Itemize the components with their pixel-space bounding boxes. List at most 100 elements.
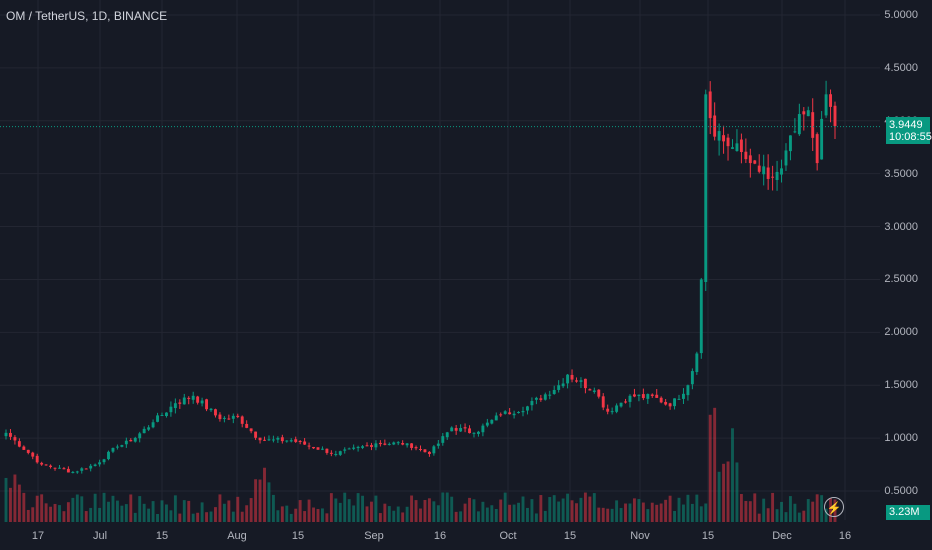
candle-body xyxy=(628,395,632,402)
candle-body xyxy=(641,394,645,399)
volume-bar xyxy=(298,500,302,522)
candle-body xyxy=(147,427,151,430)
candle-body xyxy=(503,411,507,414)
candle-body xyxy=(713,115,717,137)
candle-body xyxy=(441,436,445,443)
candle-body xyxy=(833,105,837,127)
candle-body xyxy=(686,385,690,396)
candle-body xyxy=(107,451,110,460)
volume-bar xyxy=(9,487,12,522)
candle-body xyxy=(419,448,422,450)
volume-bar xyxy=(40,494,44,522)
volume-bar xyxy=(165,504,168,522)
candle-body xyxy=(338,451,342,455)
candle-body xyxy=(597,389,601,397)
candle-body xyxy=(182,397,186,405)
candle-body xyxy=(757,165,761,172)
volume-bar xyxy=(387,506,391,522)
volume-bar xyxy=(543,510,547,522)
candle-body xyxy=(31,452,35,457)
candle-body xyxy=(387,443,391,445)
candle-body xyxy=(566,374,570,384)
candle-body xyxy=(592,390,596,392)
candle-body xyxy=(454,428,458,431)
volume-bar xyxy=(646,509,650,522)
candle-body xyxy=(481,425,485,433)
volume-bar xyxy=(352,505,356,522)
candle-body xyxy=(677,398,681,400)
volume-bar xyxy=(191,513,195,522)
volume-bar xyxy=(187,500,191,522)
volume-bar xyxy=(664,499,668,522)
candle-body xyxy=(325,448,329,453)
volume-bar xyxy=(592,493,596,522)
candle-body xyxy=(312,446,315,449)
volume-bar xyxy=(472,499,476,522)
volume-bar xyxy=(744,500,748,522)
volume-bar xyxy=(784,512,788,522)
candle-body xyxy=(343,449,347,451)
volume-bar xyxy=(521,496,525,522)
candle-body xyxy=(89,465,93,469)
x-tick-label: 17 xyxy=(31,530,45,542)
volume-bar xyxy=(102,492,106,522)
candle-body xyxy=(476,431,480,434)
candle-body xyxy=(115,446,119,448)
volume-bar xyxy=(739,494,743,522)
candle-body xyxy=(294,439,298,442)
candle-body xyxy=(771,176,775,178)
candle-body xyxy=(200,400,204,404)
y-tick-label: 1.0000 xyxy=(884,432,918,445)
volume-bar xyxy=(138,496,142,522)
volume-bar xyxy=(53,503,57,522)
x-tick-label: 15 xyxy=(155,530,169,542)
candle-body xyxy=(526,406,529,411)
volume-bar xyxy=(160,500,164,522)
candle-body xyxy=(258,437,262,441)
candle-body xyxy=(93,464,97,467)
candle-body xyxy=(820,118,824,160)
volume-bar xyxy=(401,512,405,522)
volume-bar xyxy=(561,498,565,522)
volume-bar xyxy=(793,503,797,522)
volume-bar xyxy=(682,504,685,522)
candle-body xyxy=(298,440,302,442)
candle-body xyxy=(606,408,610,412)
volume-bar xyxy=(517,502,521,522)
volume-bar xyxy=(329,493,333,522)
volume-bar xyxy=(263,467,266,522)
candle-body xyxy=(583,378,587,389)
volume-bar xyxy=(713,407,717,522)
y-tick-label: 2.0000 xyxy=(884,326,918,339)
volume-bar xyxy=(775,509,779,522)
volume-bar xyxy=(690,503,694,522)
lightning-bolt-icon[interactable]: ⚡ xyxy=(824,497,844,517)
volume-bar xyxy=(66,502,70,522)
candle-body xyxy=(26,449,30,453)
volume-bar xyxy=(320,508,324,522)
volume-bar xyxy=(124,504,128,522)
volume-bar xyxy=(4,477,8,522)
volume-bar xyxy=(374,495,378,522)
volume-bar xyxy=(303,511,307,522)
candle-body xyxy=(655,394,659,398)
volume-bar xyxy=(539,495,543,522)
volume-bar xyxy=(534,513,538,522)
volume-bar xyxy=(271,494,275,522)
candle-body xyxy=(361,446,365,448)
volume-bar xyxy=(508,504,512,522)
volume-bar xyxy=(31,507,35,522)
volume-bar xyxy=(62,511,66,522)
candle-body xyxy=(383,443,387,445)
candle-body xyxy=(218,414,222,420)
candle-body xyxy=(753,160,757,164)
volume-bar xyxy=(147,508,151,522)
volume-bar xyxy=(156,513,159,522)
volume-bar xyxy=(361,495,365,522)
candle-body xyxy=(579,380,583,382)
candle-body xyxy=(102,459,106,463)
volume-bar xyxy=(267,482,271,522)
volume-bar xyxy=(624,503,627,522)
volume-bar xyxy=(762,498,766,522)
